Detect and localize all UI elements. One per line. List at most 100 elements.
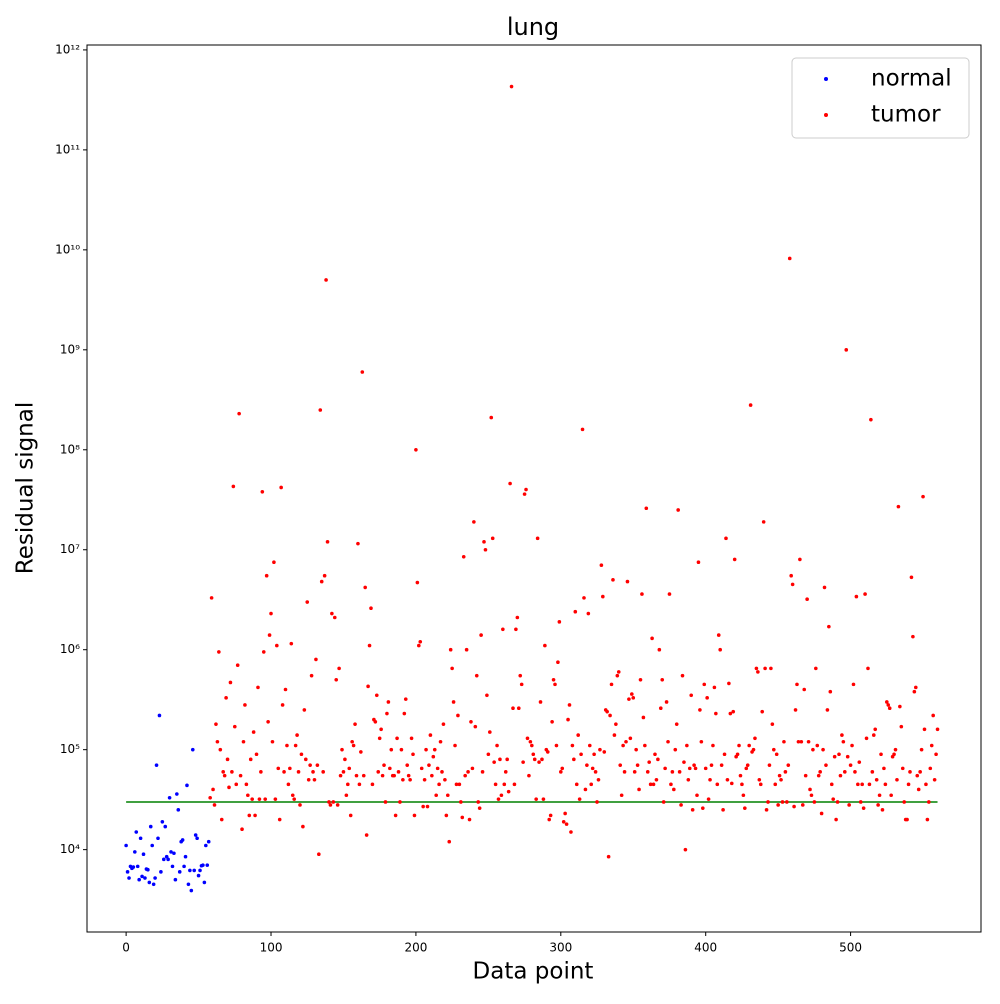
point	[793, 708, 798, 712]
point	[206, 839, 211, 844]
point	[411, 752, 415, 757]
point	[209, 596, 214, 600]
point	[305, 600, 310, 604]
point	[496, 797, 501, 801]
point	[164, 854, 169, 859]
point	[815, 743, 820, 748]
point	[432, 747, 437, 752]
point	[341, 770, 346, 774]
point	[601, 594, 605, 599]
point	[883, 782, 888, 787]
point	[912, 689, 917, 694]
point	[867, 782, 872, 787]
point	[515, 615, 520, 620]
point	[382, 763, 386, 767]
x-tick-label: 400	[694, 941, 717, 955]
point	[669, 782, 673, 787]
point	[417, 643, 421, 648]
point	[790, 582, 795, 587]
y-tick-label: 10⁸	[60, 442, 80, 456]
plot-frame	[86, 44, 982, 933]
point	[318, 408, 323, 412]
point	[641, 715, 646, 720]
point	[461, 554, 466, 559]
point	[586, 611, 591, 616]
x-tick-label: 300	[549, 941, 572, 955]
point	[138, 836, 143, 841]
point	[816, 773, 821, 778]
point	[190, 747, 195, 752]
point	[935, 727, 940, 732]
point	[234, 782, 239, 787]
point	[753, 736, 757, 741]
point	[302, 708, 307, 712]
point	[499, 793, 504, 798]
point	[150, 843, 155, 848]
point	[151, 882, 156, 887]
point	[609, 682, 614, 687]
point	[605, 709, 609, 714]
point	[253, 813, 257, 818]
point	[624, 739, 628, 744]
point	[537, 760, 541, 764]
point	[457, 782, 462, 787]
point	[548, 813, 553, 818]
point	[573, 609, 578, 614]
point	[502, 782, 507, 787]
legend-marker	[824, 77, 828, 81]
point	[538, 700, 543, 704]
point	[721, 808, 725, 812]
point	[185, 783, 189, 788]
point	[308, 763, 312, 767]
point	[885, 700, 889, 704]
point	[824, 763, 828, 767]
point	[218, 747, 223, 752]
point	[189, 888, 194, 893]
point	[782, 739, 786, 744]
point	[706, 797, 711, 801]
point	[590, 766, 595, 771]
point	[740, 782, 744, 787]
point	[125, 870, 130, 874]
point	[805, 597, 809, 602]
point	[677, 770, 682, 774]
point	[809, 793, 814, 798]
point	[227, 785, 231, 790]
point	[715, 782, 720, 787]
point	[380, 773, 385, 778]
point	[492, 760, 496, 764]
point	[445, 793, 450, 798]
point	[285, 743, 289, 748]
point	[428, 733, 433, 737]
point	[495, 743, 499, 748]
point	[501, 627, 505, 632]
point	[470, 766, 475, 771]
point	[900, 766, 905, 771]
point	[682, 760, 686, 764]
point	[779, 777, 783, 782]
point	[312, 777, 317, 782]
point	[376, 770, 381, 774]
point	[221, 770, 226, 774]
point	[421, 804, 425, 809]
point	[834, 817, 838, 822]
point	[837, 752, 841, 757]
point	[317, 852, 321, 857]
point	[712, 685, 717, 690]
point	[676, 508, 680, 512]
point	[770, 722, 775, 726]
point	[585, 763, 589, 767]
y-tick-label: 10⁹	[60, 342, 80, 356]
point	[708, 777, 712, 782]
point	[303, 757, 308, 762]
point	[146, 867, 150, 872]
point	[405, 763, 410, 767]
point	[695, 793, 699, 798]
point	[518, 673, 523, 678]
point	[692, 763, 696, 767]
point	[204, 843, 208, 848]
point	[835, 800, 840, 804]
point	[799, 739, 804, 744]
point	[177, 870, 182, 874]
point	[140, 874, 144, 879]
